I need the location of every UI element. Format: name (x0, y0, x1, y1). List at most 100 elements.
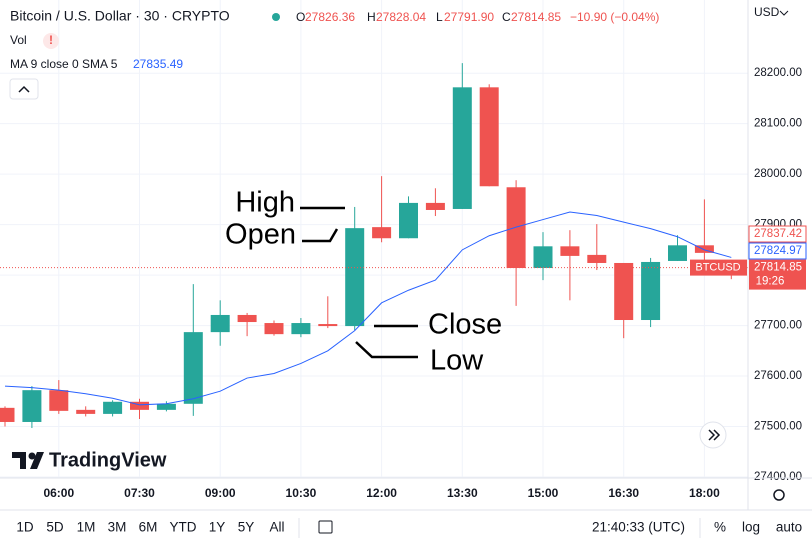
ohlc-value: 27826.36 (305, 10, 355, 24)
price-tag-text: 27824.97 (754, 245, 802, 257)
x-tick-label: 15:00 (528, 486, 559, 500)
candle-body (694, 245, 714, 253)
range-button[interactable]: 6M (139, 520, 158, 535)
ohlc-key: O (296, 10, 305, 24)
candle-body (103, 401, 123, 414)
scroll-icon (708, 429, 716, 441)
x-tick-label: 09:00 (205, 486, 236, 500)
x-tick-label: 13:30 (447, 486, 478, 500)
range-button[interactable]: YTD (170, 520, 197, 535)
status-dot (272, 13, 280, 21)
candle-body (318, 324, 338, 327)
currency[interactable]: USD (754, 5, 780, 19)
y-tick-label: 28100.00 (754, 118, 802, 130)
settings-icon[interactable] (773, 489, 785, 501)
candle-body (76, 409, 96, 414)
candle-body (587, 254, 607, 263)
logo-text: TradingView (49, 449, 167, 471)
annotation-line (355, 341, 418, 359)
change: −10.90 (−0.04%) (570, 10, 659, 24)
annotation: Close (428, 309, 502, 341)
auto-button[interactable]: auto (776, 520, 802, 535)
ma-label: MA 9 close 0 SMA 5 (10, 57, 118, 71)
candle-body (291, 323, 311, 335)
y-tick-label: 27500.00 (754, 421, 802, 433)
x-tick-label: 18:00 (689, 486, 720, 500)
percent-button[interactable]: % (714, 520, 726, 535)
collapse-button[interactable] (9, 78, 39, 100)
x-tick-label: 12:00 (366, 486, 397, 500)
y-tick-label: 28200.00 (754, 67, 802, 79)
candle-body (156, 403, 176, 410)
log-button[interactable]: log (742, 520, 760, 535)
candle-body (0, 407, 15, 422)
range-button[interactable]: 5Y (238, 520, 255, 535)
vol-label: Vol (10, 33, 27, 47)
range-button[interactable]: 5D (46, 520, 64, 535)
last-price-text: 27814.85 (754, 262, 802, 274)
x-tick-label: 10:30 (286, 486, 317, 500)
collapse-icon (18, 85, 30, 93)
range-button[interactable]: 3M (108, 520, 127, 535)
ma-value: 27835.49 (133, 57, 183, 71)
annotation: High (235, 187, 295, 219)
candle-body (22, 390, 42, 422)
candle-body (668, 245, 687, 261)
currency-chevron (779, 10, 789, 16)
candle-body (264, 323, 284, 335)
candle-body (237, 314, 257, 323)
candle-body (560, 246, 580, 256)
clock[interactable]: 21:40:33 (UTC) (592, 520, 685, 535)
logo-icon (12, 452, 44, 469)
candle-body (533, 246, 553, 269)
candle-body (345, 228, 365, 327)
price-tag (748, 242, 807, 260)
candle-body (183, 332, 203, 404)
price-tag (748, 225, 807, 243)
range-button[interactable]: All (269, 520, 284, 535)
ohlc-value: 27828.04 (376, 10, 426, 24)
ohlc-value: 27814.85 (511, 10, 561, 24)
candle-body (49, 390, 69, 411)
candle-body (372, 227, 392, 239)
y-tick-label: 27400.00 (754, 471, 802, 483)
countdown-text: 19:26 (756, 276, 785, 288)
candle-body (641, 261, 661, 321)
y-tick-label: 28000.00 (754, 168, 802, 180)
x-tick-label: 16:30 (608, 486, 639, 500)
x-tick-label: 06:00 (43, 486, 74, 500)
range-button[interactable]: 1D (16, 520, 34, 535)
date-range-icon[interactable] (318, 520, 333, 534)
ohlc-key: C (502, 10, 511, 24)
logo-icon (28, 452, 36, 460)
symbol-title: Bitcoin / U.S. Dollar · 30 · CRYPTO (10, 8, 230, 24)
candle-body (425, 202, 445, 210)
candle-body (399, 202, 418, 239)
symbol-tag (690, 259, 747, 276)
candle-body (210, 314, 230, 333)
warning-mark: ! (49, 33, 53, 47)
annotation: Open (225, 219, 296, 251)
warning-icon[interactable] (43, 33, 59, 49)
last-price-tag (749, 259, 806, 290)
symbol-tag-text: BTCUSD (695, 262, 740, 274)
ohlc-key: H (367, 10, 376, 24)
price-tag-text: 27837.42 (754, 228, 802, 240)
y-tick-label: 27600.00 (754, 370, 802, 382)
range-button[interactable]: 1M (77, 520, 96, 535)
x-tick-label: 07:30 (124, 486, 155, 500)
candle-body (614, 262, 634, 321)
scroll-icon (713, 429, 721, 441)
annotation-line (302, 228, 339, 243)
annotation: Low (430, 345, 484, 377)
candle-body (130, 401, 149, 410)
candle-body (479, 87, 499, 187)
ma-line (4, 211, 732, 406)
y-tick-label: 27700.00 (754, 320, 802, 332)
range-button[interactable]: 1Y (209, 520, 226, 535)
ohlc-key: L (436, 10, 443, 24)
ohlc-value: 27791.90 (444, 10, 494, 24)
candle-body (452, 87, 472, 209)
